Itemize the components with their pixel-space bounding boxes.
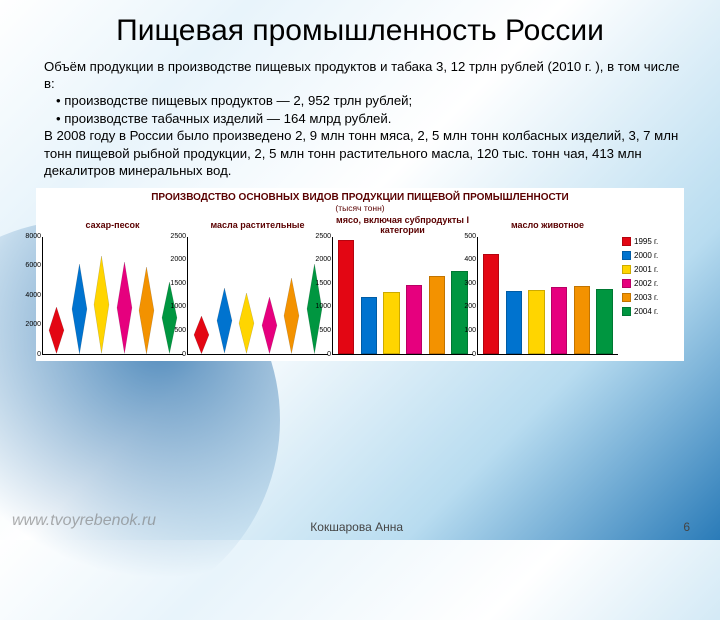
legend-swatch [622,237,631,246]
bar [338,240,354,353]
legend-swatch [622,293,631,302]
legend-label: 2004 г. [634,307,658,316]
bar [574,286,590,353]
bar [506,291,522,354]
legend-label: 1995 г. [634,237,658,246]
chart-panel: масла растительные25002000150010005000 [187,215,328,355]
legend-item: 2003 г. [622,293,678,302]
legend-swatch [622,307,631,316]
page-title: Пищевая промышленность России [36,14,684,48]
panel-plot: 25002000150010005000 [187,237,328,355]
body-text: Объём продукции в производстве пищевых п… [36,58,684,180]
legend-item: 1995 г. [622,237,678,246]
legend-label: 2001 г. [634,265,658,274]
legend-item: 2004 г. [622,307,678,316]
legend-item: 2001 г. [622,265,678,274]
panel-plot: 25002000150010005000 [332,237,473,355]
legend-swatch [622,251,631,260]
bullet-2: производстве табачных изделий — 164 млрд… [56,110,684,127]
legend-swatch [622,265,631,274]
legend-label: 2003 г. [634,293,658,302]
bar [383,292,399,353]
panel-title: масла растительные [187,215,328,237]
chart-panel: сахар-песок80006000400020000 [42,215,183,355]
bar [483,254,499,353]
bullet-list: производстве пищевых продуктов — 2, 952 … [36,92,684,127]
intro-paragraph: Объём продукции в производстве пищевых п… [44,58,684,93]
footer-page-number: 6 [683,520,690,534]
legend-item: 2002 г. [622,279,678,288]
bar [406,285,422,353]
panel-title: сахар-песок [42,215,183,237]
chart-title: ПРОИЗВОДСТВО ОСНОВНЫХ ВИДОВ ПРОДУКЦИИ ПИ… [42,192,678,203]
panel-plot: 5004003002001000 [477,237,618,355]
bar [429,276,445,354]
bar [596,289,612,354]
panel-title: мясо, включая субпродукты I категории [332,215,473,237]
bar [528,290,544,354]
panel-title: масло животное [477,215,618,237]
legend-label: 2000 г. [634,251,658,260]
chart-subtitle: (тысяч тонн) [42,203,678,213]
legend-swatch [622,279,631,288]
panel-plot: 80006000400020000 [42,237,183,355]
stats-paragraph: В 2008 году в России было произведено 2,… [44,127,684,179]
bar [361,297,377,354]
legend-label: 2002 г. [634,279,658,288]
chart-container: ПРОИЗВОДСТВО ОСНОВНЫХ ВИДОВ ПРОДУКЦИИ ПИ… [36,188,684,361]
chart-panel: мясо, включая субпродукты I категории250… [332,215,473,355]
bar [551,287,567,353]
footer-author: Кокшарова Анна [310,520,403,534]
chart-legend: 1995 г. 2000 г. 2001 г. 2002 г. 2003 г. 2004 … [622,215,678,355]
bullet-1: производстве пищевых продуктов — 2, 952 … [56,92,684,109]
chart-panel: масло животное5004003002001000 [477,215,618,355]
legend-item: 2000 г. [622,251,678,260]
